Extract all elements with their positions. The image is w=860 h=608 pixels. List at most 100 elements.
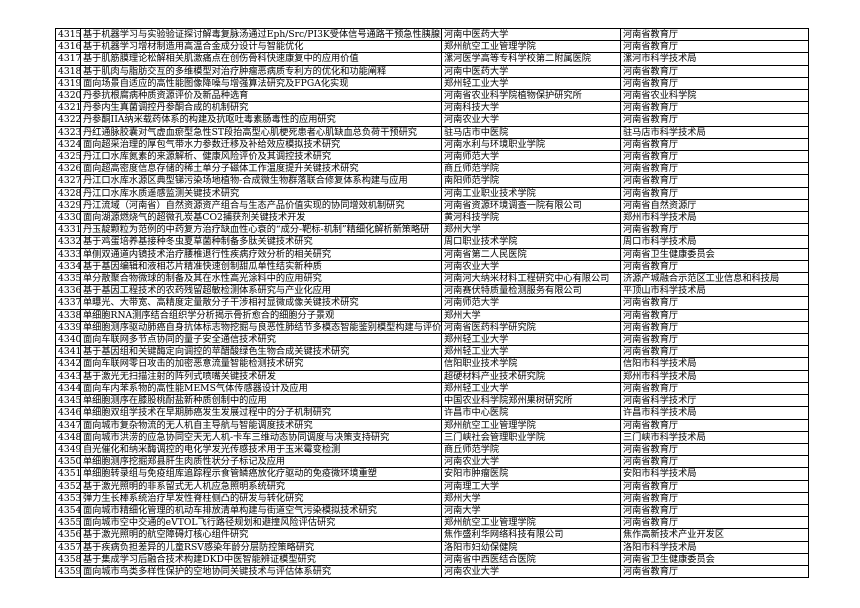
row-number: 4347 (55, 418, 81, 432)
table-row: 4343 基于激光无扫描注射的阵列式喷嘴关键技术研发 超硬材料产业技术研究院 郑州市科… (55, 369, 809, 383)
institution: 河南师范大学 (441, 296, 621, 310)
institution: 超硬材料产业技术研究院 (441, 369, 621, 383)
authority: 许昌市科学技术局 (620, 406, 809, 420)
institution: 郑州航空工业管理学院 (441, 418, 621, 432)
table-row: 4348 面向城市洪涝的应急协同空天无人机-卡车三维动态协同调度与决策支持研究 三门… (55, 430, 809, 444)
table-row: 4333 单侧双通道内镜技术治疗腰椎退行性疾病疗效分析的相关研究 河南省第二人民医院… (55, 247, 809, 261)
table-row: 4356 基于激光照明的航空障碍灯核心组件研究 焦作盛利华网络科技有限公司 焦作高新技… (55, 528, 809, 542)
table-row: 4327 丹江口水库水源区典型锑污染场地植物-合成微生物群落联合修复体系构建与应用… (55, 174, 809, 188)
institution: 河南省中西医结合医院 (441, 552, 621, 566)
row-number: 4335 (55, 272, 81, 286)
project-title: 面向场景自适应的高性能图像降噪与增强算法研究及FPGA化实现 (80, 76, 442, 91)
row-number: 4326 (55, 162, 81, 176)
table-row: 4330 面向湖源燃烧气的超微孔炭基CO2捕获剂关键技术开发 黄河科技学院 郑州市科学… (55, 211, 809, 225)
project-title: 基于基因组和关键酶定向调控的苹醋酸绿色生物合成关键技术研究 (80, 345, 442, 359)
project-title: 基于机器学习增材制造用高温合金成分设计与智能优化 (80, 40, 442, 54)
authority: 河南省教育厅 (620, 259, 809, 274)
project-title: 基于疾病负担差异的儿童RSV感染年龄分层防控策略研究 (80, 540, 442, 554)
table-row: 4354 面向城市精细化管理的机动车排放清单构建与街道空气污染模拟技术研究 河南大学… (55, 503, 809, 518)
authority: 周口市科学技术局 (620, 235, 809, 249)
institution: 黄河科技学院 (441, 211, 621, 225)
table-row: 4322 丹参酮IIA纳米载药体系的构建及抗呕吐毒素肠毒性的应用研究 河南农业大学河… (55, 113, 809, 127)
project-title: 单细胞测序在膝股桃耐盐新种质创制中的应用 (80, 394, 442, 408)
table-row: 4357 基于疾病负担差异的儿童RSV感染年龄分层防控策略研究 洛阳市妇幼保健院 洛阳… (55, 540, 809, 554)
project-title: 基于激光照明的航空障碍灯核心组件研究 (80, 528, 442, 542)
table-row: 4355 面向城市空中交通的eVTOL飞行路径规划和避撞风险评估研究 郑州航空工业管… (55, 516, 809, 530)
row-number: 4355 (55, 516, 81, 530)
authority: 平顶山市科学技术局 (620, 284, 809, 298)
institution: 河南省第二人民医院 (441, 247, 621, 261)
project-title: 单细胞双组学技术在早期肺癌发生发展过程中的分子机制研究 (80, 406, 442, 420)
institution: 许昌市中心医院 (441, 406, 621, 420)
project-title: 丹参抗根腐病种质资源评价及新品种选育 (80, 89, 442, 103)
table-row: 4346 单细胞双组学技术在早期肺癌发生发展过程中的分子机制研究 许昌市中心医院 许昌… (55, 406, 809, 420)
institution: 郑州航空工业管理学院 (441, 40, 621, 54)
table-row: 4329 丹江流域（河南省）自然资源资产组合与生态产品价值实现的协同增效机制研究河… (55, 198, 809, 213)
institution: 河南工业职业技术学院 (441, 186, 621, 200)
authority: 洛阳市科学技术局 (620, 540, 809, 554)
row-number: 4331 (55, 223, 81, 237)
row-number: 4323 (55, 125, 81, 139)
institution: 信阳职业技术学院 (441, 357, 621, 371)
table-row: 4323 丹红通脉胶囊对气虚血瘀型急性ST段抬高型心肌梗死患者心肌缺血总负荷干预研… (55, 125, 809, 139)
row-number: 4340 (55, 333, 81, 347)
authority: 信阳市科学技术局 (620, 357, 809, 371)
project-title: 基于鸡蛋培养基接种冬虫夏草菌种制备多肽关键技术研究 (80, 235, 442, 249)
project-title: 面向湖源燃烧气的超微孔炭基CO2捕获剂关键技术开发 (80, 211, 442, 225)
institution: 商丘师范学院 (441, 162, 621, 176)
project-title: 基于机器学习与实验验证探讨解毒复脉汤通过Eph/Src/PI3K受体信号通路干预… (80, 27, 442, 42)
table-row: 4358 基于集成学习后融合技术构建DKD中医智能辨证模型研究 河南省中西医结合医院… (55, 552, 809, 566)
table-row: 4316 基于机器学习增材制造用高温合金成分设计与智能优化 郑州航空工业管理学院 河南… (55, 40, 809, 54)
project-title: 基于肌肉与脂肪交互的多维模型对治疗肿瘤恶病质专利方的优化和功能阐释 (80, 64, 442, 78)
institution: 郑州大学 (441, 491, 621, 505)
table-row: 4352 基于激光照明的非系留式无人机应急照明系统研究 河南理工大学 河南省教育厅 (55, 479, 809, 493)
project-title: 丹参酮IIA纳米载药体系的构建及抗呕吐毒素肠毒性的应用研究 (80, 113, 442, 127)
institution: 河南师范大学 (441, 150, 621, 164)
row-number: 4321 (55, 101, 81, 115)
row-number: 4358 (55, 552, 81, 566)
institution: 南阳师范学院 (441, 174, 621, 188)
project-title: 基于基因编辑和液相芯片精准快速创制甜瓜单性结实新种质 (80, 259, 442, 274)
project-title: 丹江口水库水质遥感监测关键技术研究 (80, 186, 442, 200)
authority: 河南省教育厅 (620, 162, 809, 176)
institution: 郑州大学 (441, 308, 621, 322)
authority: 驻马店市科学技术局 (620, 125, 809, 139)
project-title: 面向城市精细化管理的机动车排放清单构建与街道空气污染模拟技术研究 (80, 503, 442, 518)
authority: 河南省教育厅 (620, 186, 809, 200)
authority: 河南省教育厅 (620, 320, 809, 335)
authority: 河南省教育厅 (620, 516, 809, 530)
authority: 河南省教育厅 (620, 150, 809, 164)
institution: 河南中医药大学 (441, 27, 621, 42)
institution: 河南中医药大学 (441, 64, 621, 78)
row-number: 4336 (55, 284, 81, 298)
project-title: 面向超高密度信息存储的稀土单分子磁体工作温度提升关键技术研究 (80, 162, 442, 176)
row-number: 4316 (55, 40, 81, 54)
authority: 河南省教育厅 (620, 455, 809, 469)
row-number: 4350 (55, 455, 81, 469)
institution: 焦作盛利华网络科技有限公司 (441, 528, 621, 542)
project-title: 丹玉靛颗粒为范例的中药复方治疗缺血性心衰的“成分-靶标-机制”精细化解析新策略研 (80, 223, 442, 237)
institution: 河南省医药科学研究院 (441, 320, 621, 335)
row-number: 4346 (55, 406, 81, 420)
project-title: 单细胞测序挖掘郑县肝生肉质性状分子标记及应用 (80, 455, 442, 469)
row-number: 4344 (55, 381, 81, 396)
row-number: 4351 (55, 467, 81, 481)
institution: 商丘师范学院 (441, 442, 621, 457)
project-title: 单曝光、大带宽、高精度定量散分子干涉相衬显微成像关键技术研究 (80, 296, 442, 310)
table-row: 4340 面向车联网多节点协同的量子安全通信技术研究 郑州轻工业大学 河南省教育厅 (55, 333, 809, 347)
row-number: 4338 (55, 308, 81, 322)
institution: 郑州轻工业大学 (441, 76, 621, 91)
project-title: 面向车内苯系物的高性能MEMS气体传感器设计及应用 (80, 381, 442, 396)
authority: 郑州市科学技术局 (620, 369, 809, 383)
authority: 焦作高新技术产业开发区 (620, 528, 809, 542)
institution: 河南科技大学 (441, 101, 621, 115)
authority: 河南省农业科学院 (620, 89, 809, 103)
project-title: 基于集成学习后融合技术构建DKD中医智能辨证模型研究 (80, 552, 442, 566)
project-title: 单细胞转录组与免疫组库追踪程示食管鳞癌放化疗驱动的免疫微环境重塑 (80, 467, 442, 481)
institution: 河南水利与环境职业学院 (441, 137, 621, 152)
table-row: 4351 单细胞转录组与免疫组库追踪程示食管鳞癌放化疗驱动的免疫微环境重塑 安阳市肿… (55, 467, 809, 481)
row-number: 4352 (55, 479, 81, 493)
institution: 漯河医学高等专科学校第二附属医院 (441, 52, 621, 66)
table-row: 4318 基于肌肉与脂肪交互的多维模型对治疗肿瘤恶病质专利方的优化和功能阐释 河南中… (55, 64, 809, 78)
